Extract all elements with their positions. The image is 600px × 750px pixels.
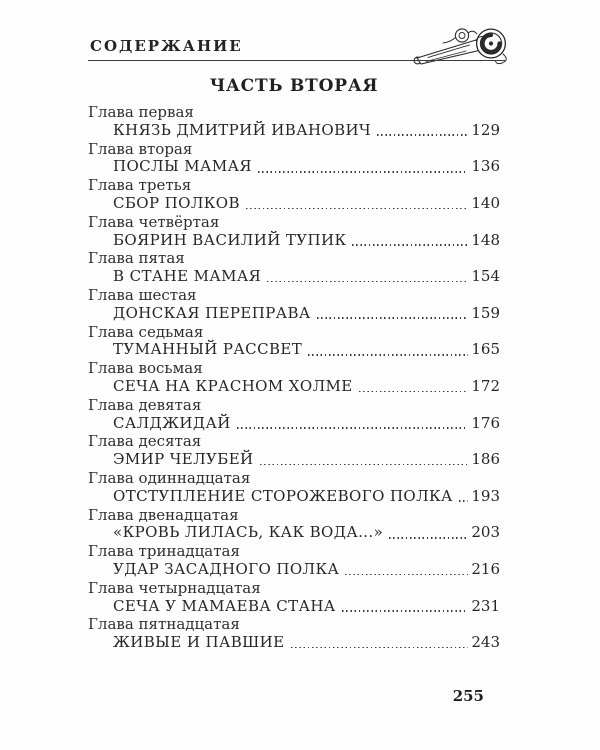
dot-leader — [345, 573, 469, 576]
dot-leader — [245, 207, 469, 210]
chapter-title-line: СЕЧА У МАМАЕВА СТАНА 231 — [113, 596, 500, 616]
dot-leader — [358, 390, 469, 393]
chapter-page-number: 243 — [471, 633, 500, 652]
toc-entry: Глава первая КНЯЗЬ ДМИТРИЙ ИВАНОВИЧ 129 — [88, 103, 500, 140]
toc-list: Глава первая КНЯЗЬ ДМИТРИЙ ИВАНОВИЧ 129 Гла… — [88, 103, 500, 652]
chapter-title: ТУМАННЫЙ РАССВЕТ — [113, 340, 303, 359]
chapter-label: Глава тринадцатая — [88, 542, 240, 561]
chapter-title: САЛДЖИДАЙ — [113, 413, 231, 432]
dot-leader — [389, 536, 469, 539]
toc-entry: Глава шестая ДОНСКАЯ ПЕРЕПРАВА 159 — [88, 285, 500, 323]
chapter-page-number: 154 — [471, 267, 500, 286]
chapter-title: ЭМИР ЧЕЛУБЕЙ — [113, 450, 254, 469]
chapter-title-line: СЕЧА НА КРАСНОМ ХОЛМЕ 172 — [113, 376, 500, 396]
chapter-label: Глава четырнадцатая — [88, 578, 261, 597]
chapter-title: УДАР ЗАСАДНОГО ПОЛКА — [113, 559, 340, 578]
chapter-title-line: САЛДЖИДАЙ 176 — [113, 413, 500, 433]
dot-leader — [377, 134, 469, 137]
chapter-title-line: КНЯЗЬ ДМИТРИЙ ИВАНОВИЧ 129 — [113, 120, 500, 140]
part-title: ЧАСТЬ ВТОРАЯ — [209, 76, 379, 96]
chapter-page-number: 148 — [471, 230, 500, 249]
chapter-page-number: 165 — [471, 340, 500, 359]
toc-entry: Глава двенадцатая «КРОВЬ ЛИЛАСЬ, КАК ВОДА… — [88, 505, 500, 543]
chapter-page-number: 129 — [471, 120, 500, 139]
chapter-title: ЖИВЫЕ И ПАВШИЕ — [113, 633, 285, 652]
dot-leader — [352, 244, 469, 246]
chapter-title-line: ПОСЛЫ МАМАЯ 136 — [113, 158, 500, 176]
toc-entry: Глава одиннадцатая ОТСТУПЛЕНИЕ СТОРОЖЕВОГ… — [88, 468, 500, 506]
dot-leader — [257, 171, 469, 173]
chapter-title: КНЯЗЬ ДМИТРИЙ ИВАНОВИЧ — [113, 120, 372, 139]
chapter-title: «КРОВЬ ЛИЛАСЬ, КАК ВОДА...» — [113, 523, 384, 542]
toc-entry: Глава тринадцатая УДАР ЗАСАДНОГО ПОЛКА 216 — [88, 542, 500, 579]
chapter-label: Глава первая — [88, 103, 194, 121]
chapter-page-number: 193 — [471, 486, 500, 505]
chapter-title-line: ДОНСКАЯ ПЕРЕПРАВА 159 — [113, 303, 500, 323]
chapter-title-line: СБОР ПОЛКОВ 140 — [113, 193, 500, 213]
chapter-page-number: 176 — [471, 413, 500, 432]
chapter-title-line: ОТСТУПЛЕНИЕ СТОРОЖЕВОГО ПОЛКА 193 — [113, 486, 500, 506]
chapter-page-number: 203 — [471, 523, 500, 542]
toc-entry: Глава четырнадцатая СЕЧА У МАМАЕВА СТАНА 2… — [88, 578, 500, 616]
toc-entry: Глава девятая САЛДЖИДАЙ 176 — [88, 395, 500, 433]
dot-leader — [267, 280, 469, 283]
chapter-page-number: 172 — [471, 376, 500, 395]
chapter-label: Глава четвёртая — [88, 212, 220, 231]
toc-entry: Глава пятая В СТАНЕ МАМАЯ 154 — [88, 250, 500, 286]
chapter-label: Глава вторая — [88, 139, 193, 158]
dot-leader — [341, 610, 469, 612]
page-number: 255 — [452, 687, 484, 705]
chapter-title: В СТАНЕ МАМАЯ — [113, 267, 262, 286]
scroll-flourish-ornament — [413, 28, 507, 65]
toc-entry: Глава вторая ПОСЛЫ МАМАЯ 136 — [88, 139, 500, 177]
chapter-label: Глава двенадцатая — [88, 505, 239, 524]
dot-leader — [316, 317, 469, 320]
toc-entry: Глава четвёртая БОЯРИН ВАСИЛИЙ ТУПИК 148 — [88, 212, 500, 250]
dot-leader — [259, 463, 469, 466]
chapter-title-line: УДАР ЗАСАДНОГО ПОЛКА 216 — [113, 559, 500, 579]
chapter-label: Глава пятнадцатая — [88, 615, 240, 634]
toc-entry: Глава седьмая ТУМАННЫЙ РАССВЕТ 165 — [88, 322, 500, 360]
chapter-label: Глава седьмая — [88, 322, 204, 341]
chapter-label: Глава третья — [88, 176, 192, 195]
chapter-title: ПОСЛЫ МАМАЯ — [113, 157, 252, 176]
chapter-title: ДОНСКАЯ ПЕРЕПРАВА — [113, 303, 311, 322]
chapter-page-number: 186 — [471, 450, 500, 469]
chapter-label: Глава одиннадцатая — [88, 468, 251, 487]
chapter-page-number: 231 — [471, 596, 500, 615]
dot-leader — [236, 427, 469, 429]
chapter-label: Глава шестая — [88, 285, 197, 304]
chapter-title-line: БОЯРИН ВАСИЛИЙ ТУПИК 148 — [113, 230, 500, 250]
header-rule — [88, 60, 505, 61]
chapter-title-line: В СТАНЕ МАМАЯ 154 — [113, 267, 500, 286]
chapter-page-number: 216 — [471, 559, 500, 578]
chapter-label: Глава десятая — [88, 432, 202, 451]
running-head: СОДЕРЖАНИЕ — [90, 37, 243, 55]
chapter-page-number: 136 — [471, 157, 500, 176]
chapter-label: Глава восьмая — [88, 359, 203, 378]
toc-entry: Глава пятнадцатая ЖИВЫЕ И ПАВШИЕ 243 — [88, 616, 500, 652]
chapter-title-line: ЭМИР ЧЕЛУБЕЙ 186 — [113, 450, 500, 469]
dot-leader — [458, 500, 469, 503]
chapter-title: ОТСТУПЛЕНИЕ СТОРОЖЕВОГО ПОЛКА — [113, 486, 453, 505]
chapter-title-line: «КРОВЬ ЛИЛАСЬ, КАК ВОДА...» 203 — [113, 524, 500, 542]
toc-entry: Глава восьмая СЕЧА НА КРАСНОМ ХОЛМЕ 172 — [88, 359, 500, 396]
toc-entry: Глава третья СБОР ПОЛКОВ 140 — [88, 176, 500, 213]
toc-entry: Глава десятая ЭМИР ЧЕЛУБЕЙ 186 — [88, 433, 500, 469]
chapter-title-line: ТУМАННЫЙ РАССВЕТ 165 — [113, 341, 500, 359]
chapter-page-number: 159 — [471, 303, 500, 322]
chapter-title-line: ЖИВЫЕ И ПАВШИЕ 243 — [113, 633, 500, 652]
page-header: СОДЕРЖАНИЕ — [88, 28, 507, 65]
chapter-title: СЕЧА У МАМАЕВА СТАНА — [113, 596, 336, 615]
chapter-label: Глава пятая — [88, 249, 185, 268]
chapter-title: СБОР ПОЛКОВ — [113, 193, 240, 212]
chapter-label: Глава девятая — [88, 395, 202, 414]
chapter-page-number: 140 — [471, 193, 500, 212]
chapter-title: СЕЧА НА КРАСНОМ ХОЛМЕ — [113, 376, 353, 395]
dot-leader — [290, 646, 469, 649]
dot-leader — [308, 353, 469, 356]
chapter-title: БОЯРИН ВАСИЛИЙ ТУПИК — [113, 230, 347, 249]
